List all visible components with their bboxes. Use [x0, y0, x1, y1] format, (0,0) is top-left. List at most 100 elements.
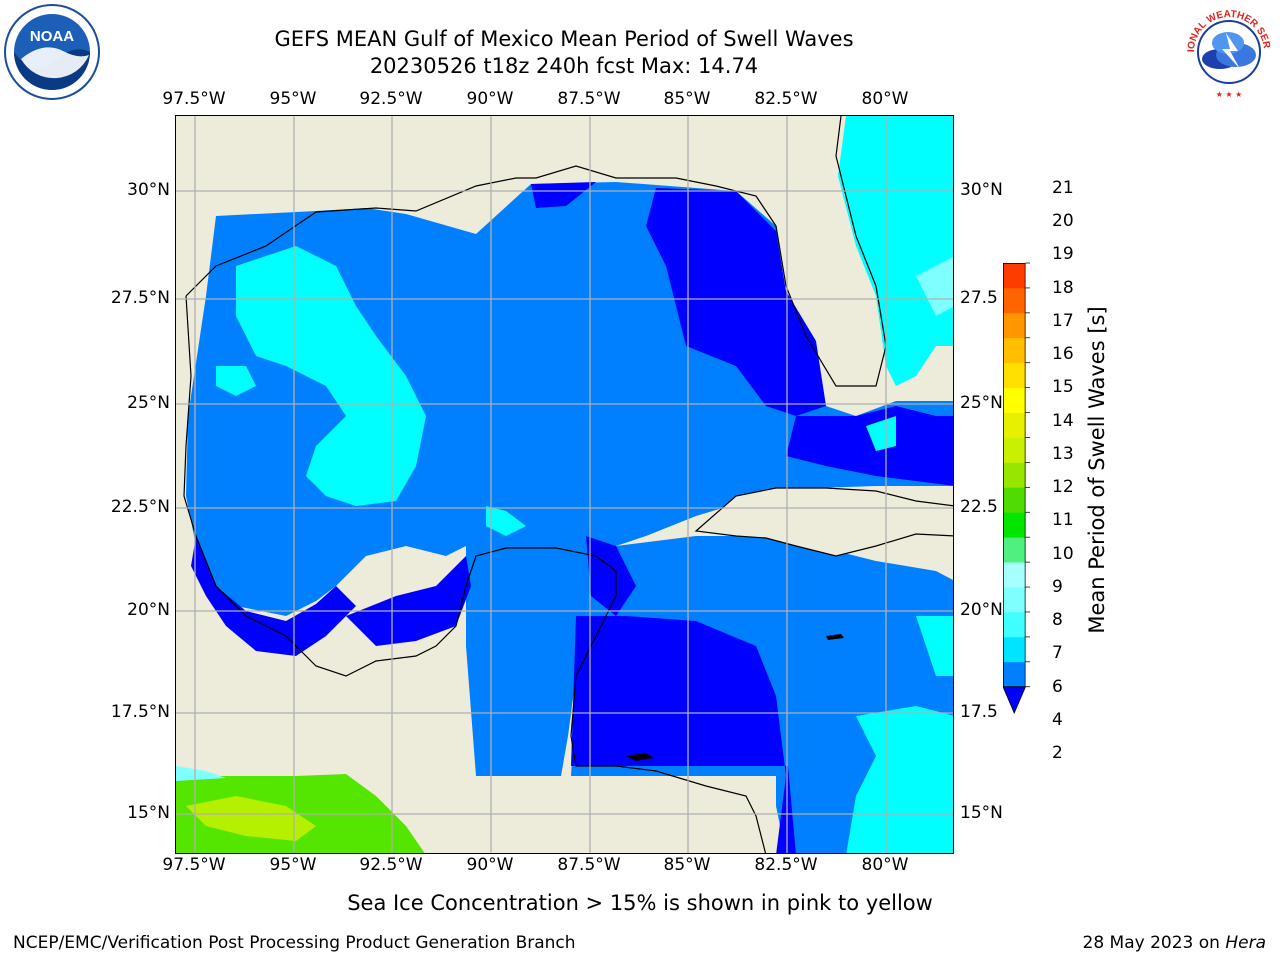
jamaica-island [826, 634, 844, 640]
deep-blue-florida-straits [786, 406, 953, 486]
colorbar-segment [1003, 312, 1026, 339]
lat-label-right: 17.5 [960, 702, 998, 722]
lat-label-right: 25°N [960, 393, 1003, 413]
lat-label-right: 22.5 [960, 497, 998, 517]
lon-label-bottom: 85°W [663, 855, 711, 875]
colorbar-segment [1003, 462, 1026, 488]
atlantic-ocean [838, 116, 953, 386]
chart-subtitle: 20230526 t18z 240h fcst Max: 14.74 [369, 54, 759, 78]
colorbar-tick-label: 15 [1052, 377, 1074, 398]
colorbar-label: Mean Period of Swell Waves [s] [1085, 306, 1109, 634]
lat-label-left: 30°N [127, 180, 170, 200]
colorbar-tick-label: 21 [1052, 178, 1074, 198]
colorbar-segment [1003, 263, 1026, 289]
colorbar-tick-label: 6 [1052, 676, 1063, 697]
colorbar-tick-label: 16 [1052, 344, 1074, 365]
cyan-patch-central [486, 506, 526, 536]
colorbar-tick-label: 8 [1052, 610, 1063, 631]
cyan-patch-west [236, 246, 426, 506]
footer-date: 28 May 2023 on Hera [1083, 933, 1267, 953]
lon-label-bottom: 82.5°W [754, 855, 818, 875]
pacific-light-cyan [176, 766, 226, 781]
coastline-mexico [183, 295, 767, 853]
colorbar-segment [1003, 437, 1026, 463]
deep-blue-yucatan-channel [586, 536, 636, 616]
lon-label-top: 95°W [269, 89, 317, 109]
lon-label-bottom: 95°W [269, 855, 317, 875]
cyan-patch-west-2 [216, 366, 256, 396]
cuba-island [694, 487, 953, 557]
colorbar-tick-label: 4 [1052, 709, 1063, 730]
lat-label-right: 15°N [960, 803, 1003, 823]
cyan-patch-caribbean-se [916, 616, 953, 676]
footer-branch: NCEP/EMC/Verification Post Processing Pr… [13, 933, 576, 953]
lon-label-top: 92.5°W [359, 89, 423, 109]
cyan-patch-florida-straits [866, 416, 896, 451]
colorbar-tick-label: 19 [1052, 244, 1074, 265]
pacific-yellow-green [186, 796, 316, 841]
deep-blue-west-coast [191, 536, 356, 656]
colorbar-tick-label: 20 [1052, 211, 1074, 232]
colorbar-frame [1003, 263, 1026, 688]
lon-label-top: 85°W [663, 89, 711, 109]
footer-date-text: 28 May 2023 on [1082, 933, 1226, 953]
colorbar-segment [1003, 487, 1026, 513]
map-svg [176, 116, 953, 853]
deep-blue-ne-gulf [646, 188, 826, 416]
colorbar-tick-label: 7 [1052, 643, 1063, 664]
coastline-gulf [185, 116, 887, 387]
colorbar-tick-label: 10 [1052, 543, 1074, 564]
colorbar-segment [1003, 537, 1026, 563]
deep-blue-nw-gulf [531, 182, 596, 208]
nws-logo: NATIONAL WEATHER SERVICE ★ ★ ★ [1176, 0, 1278, 101]
lon-label-top: 97.5°W [162, 89, 226, 109]
lat-label-left: 17.5°N [110, 702, 170, 722]
colorbar-tick-label: 18 [1052, 277, 1074, 298]
cyan-patch-caribbean-e [846, 706, 953, 853]
lon-label-bottom: 97.5°W [162, 855, 226, 875]
noaa-logo: NOAA [3, 3, 101, 101]
lat-label-left: 27.5°N [110, 288, 170, 308]
atlantic-light [916, 257, 953, 316]
colorbar-segment [1003, 337, 1026, 364]
colorbar-segment [1003, 412, 1026, 438]
grid-lines [176, 116, 953, 853]
lat-label-left: 25°N [127, 393, 170, 413]
sea-ice-footnote: Sea Ice Concentration > 15% is shown in … [347, 891, 933, 915]
lon-label-top: 82.5°W [754, 89, 818, 109]
lat-label-left: 22.5°N [110, 497, 170, 517]
lat-label-right: 30°N [960, 180, 1003, 200]
map-panel [175, 115, 954, 854]
colorbar-tick-label: 17 [1052, 310, 1074, 331]
colorbar-tick-label: 9 [1052, 576, 1063, 597]
lat-label-right: 20°N [960, 600, 1003, 620]
lon-label-bottom: 92.5°W [359, 855, 423, 875]
deep-blue-bay-campeche [346, 556, 471, 646]
colorbar-segment [1003, 362, 1026, 389]
colorbar [1003, 262, 1030, 714]
colorbar-segment [1003, 512, 1026, 538]
footer-machine: Hera [1225, 933, 1266, 953]
colorbar-segment [1003, 562, 1026, 588]
colorbar-tick-label: 12 [1052, 477, 1074, 498]
colorbar-segment [1003, 636, 1026, 663]
lon-label-bottom: 90°W [466, 855, 514, 875]
colorbar-segment [1003, 587, 1026, 613]
lon-label-bottom: 87.5°W [557, 855, 621, 875]
lat-label-left: 15°N [127, 803, 170, 823]
colorbar-segment [1003, 611, 1026, 638]
lon-label-top: 87.5°W [557, 89, 621, 109]
svg-text:★ ★ ★: ★ ★ ★ [1216, 90, 1243, 99]
lat-label-right: 27.5 [960, 288, 998, 308]
colorbar-tick-label: 2 [1052, 743, 1063, 763]
noaa-logo-text: NOAA [30, 28, 74, 45]
lon-label-top: 90°W [466, 89, 514, 109]
lon-label-bottom: 80°W [861, 855, 909, 875]
colorbar-tick-label: 14 [1052, 410, 1074, 431]
deep-blue-caribbean [571, 616, 796, 853]
colorbar-under-arrow [1003, 686, 1027, 714]
small-island [626, 753, 654, 761]
chart-title: GEFS MEAN Gulf of Mexico Mean Period of … [274, 27, 854, 51]
colorbar-tick-label: 13 [1052, 443, 1074, 464]
colorbar-tick-label: 11 [1052, 510, 1074, 531]
